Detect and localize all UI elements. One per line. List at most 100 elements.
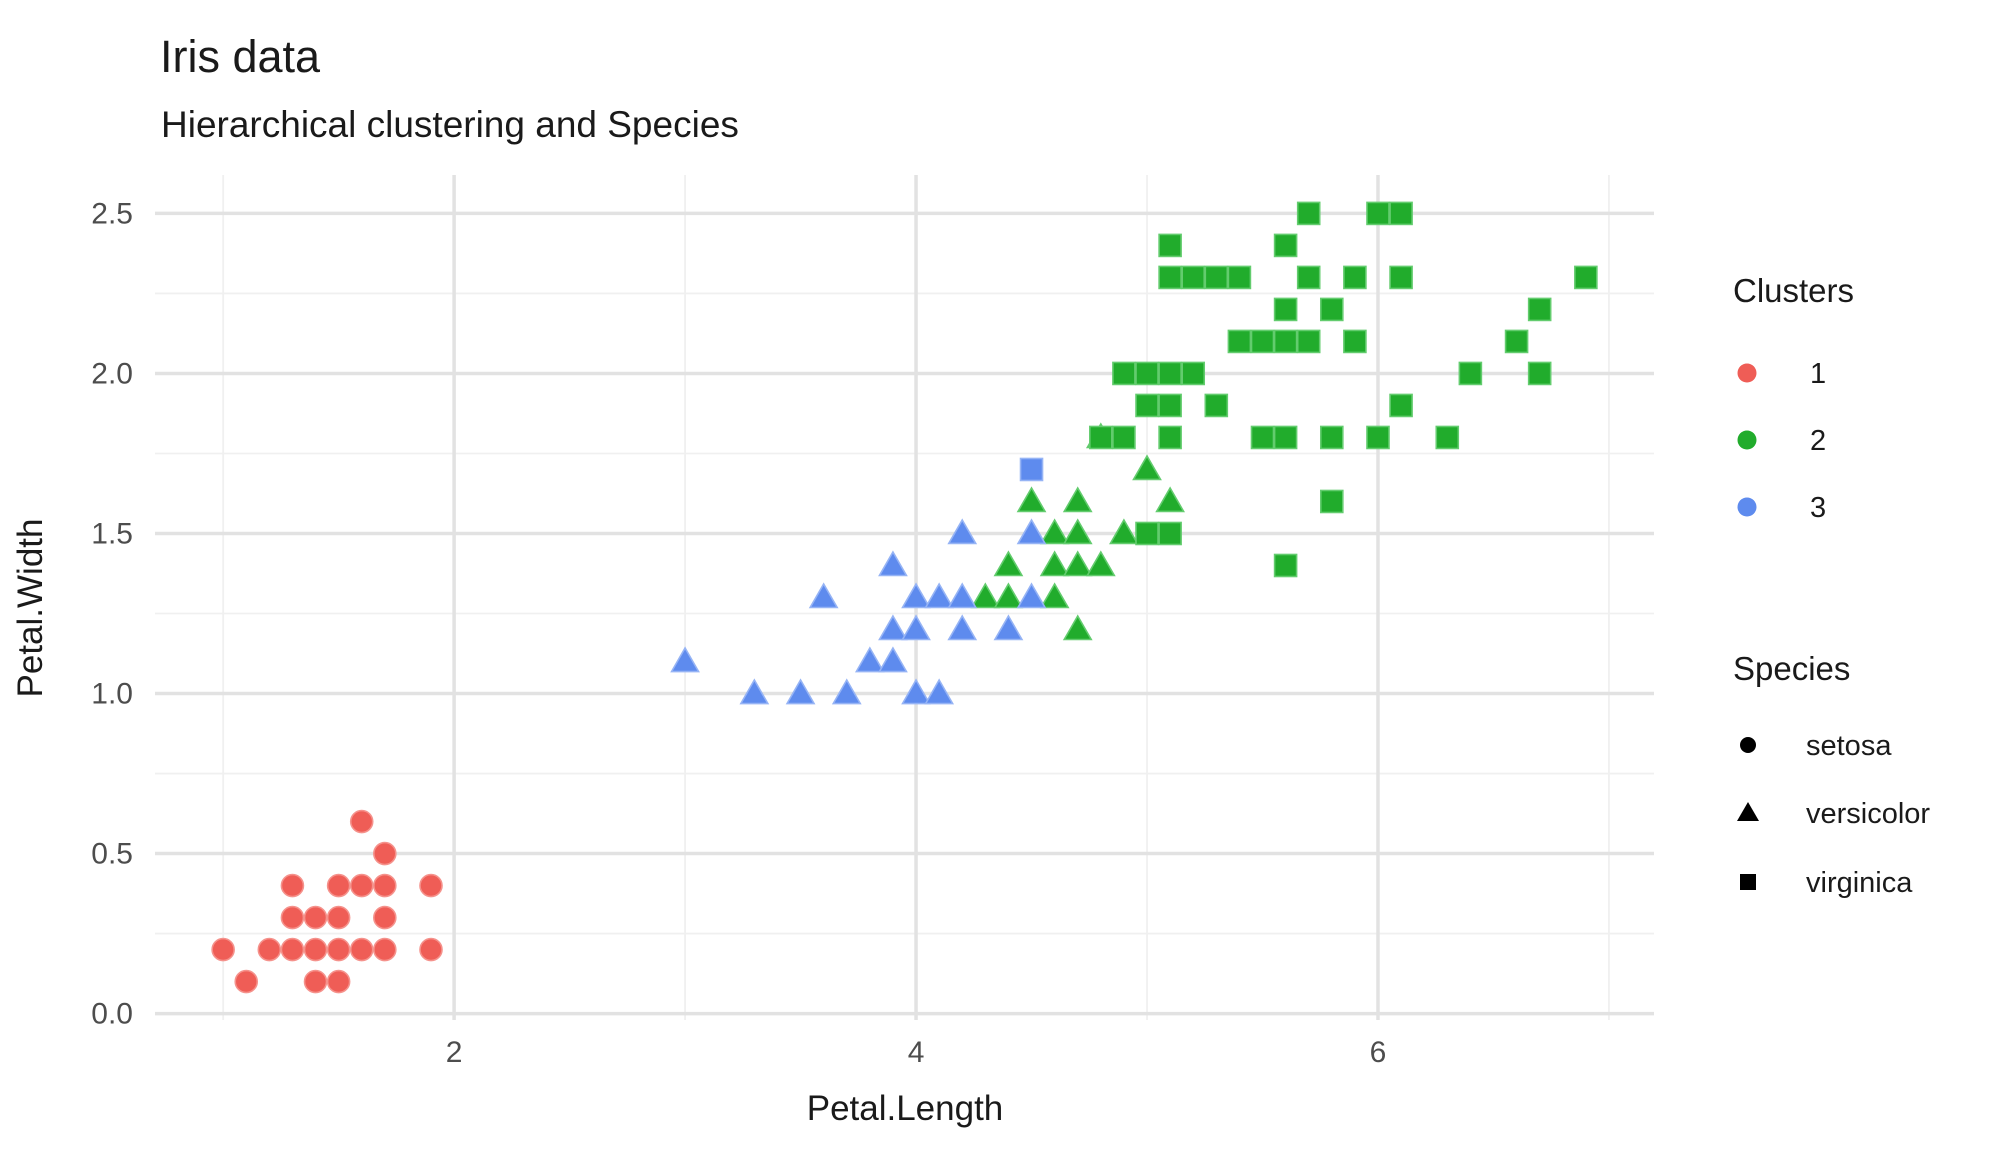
- scatter-point-versicolor-cluster3: [739, 678, 770, 705]
- scatter-point-versicolor-cluster3: [878, 614, 908, 641]
- scatter-point-virginica-cluster2: [1366, 201, 1390, 226]
- legend-cluster-1-label: 1: [1810, 358, 1826, 390]
- scatter-point-virginica-cluster2: [1343, 329, 1367, 354]
- scatter-point-virginica-cluster2: [1089, 425, 1113, 450]
- scatter-point-virginica-cluster2: [1319, 489, 1344, 514]
- scatter-point-virginica-cluster2: [1273, 233, 1298, 258]
- scatter-point-versicolor-cluster3: [878, 646, 908, 673]
- scatter-point-versicolor-cluster3: [831, 678, 862, 705]
- scatter-point-virginica-cluster2: [1366, 425, 1390, 450]
- scatter-point-virginica-cluster2: [1527, 361, 1552, 386]
- y-axis-tick-labels: 0.0 0.5 1.0 1.5 2.0 2.5: [91, 197, 133, 1030]
- scatter-point-virginica-cluster2: [1389, 393, 1413, 418]
- scatter-point-virginica-cluster2: [1227, 329, 1252, 354]
- legend-species-setosa-circle-icon: [1740, 737, 1756, 753]
- scatter-point-virginica-cluster2: [1158, 393, 1182, 418]
- scatter-point-versicolor-cluster3: [854, 646, 885, 673]
- y-axis-title: Petal.Width: [11, 519, 50, 698]
- scatter-point-versicolor-cluster2: [1155, 486, 1186, 513]
- scatter-point-versicolor-cluster3: [947, 582, 978, 609]
- scatter-point-virginica-cluster2: [1158, 521, 1182, 546]
- scatter-point-setosa-cluster1: [234, 969, 259, 994]
- scatter-point-versicolor-cluster2: [1062, 550, 1093, 577]
- scatter-point-virginica-cluster2: [1158, 425, 1182, 450]
- scatter-point-versicolor-cluster2: [1109, 518, 1139, 545]
- x-tick-label: 2: [446, 1036, 463, 1069]
- scatter-point-virginica-cluster2: [1250, 425, 1275, 450]
- scatter-point-virginica-cluster2: [1181, 361, 1206, 386]
- scatter-point-virginica-cluster2: [1204, 393, 1229, 418]
- scatter-point-setosa-cluster1: [326, 937, 351, 962]
- legend-cluster-3-label: 3: [1810, 492, 1826, 524]
- scatter-point-setosa-cluster1: [373, 841, 397, 866]
- y-tick-label: 2.0: [91, 357, 133, 390]
- scatter-point-versicolor-cluster2: [993, 582, 1024, 609]
- scatter-point-virginica-cluster2: [1135, 361, 1159, 386]
- scatter-point-setosa-cluster1: [303, 969, 328, 994]
- scatter-point-versicolor-cluster3: [901, 614, 931, 641]
- scatter-point-versicolor-cluster2: [1062, 518, 1093, 545]
- x-axis-tick-labels: 2 4 6: [446, 1036, 1387, 1069]
- scatter-point-setosa-cluster1: [373, 905, 397, 930]
- scatter-point-setosa-cluster1: [373, 937, 397, 962]
- scatter-point-virginica-cluster2: [1273, 297, 1298, 322]
- scatter-point-versicolor-cluster3: [924, 678, 955, 705]
- scatter-point-virginica-cluster2: [1319, 425, 1344, 450]
- panel-gridlines-major: [155, 175, 1654, 1020]
- scatter-point-virginica-cluster2: [1296, 329, 1321, 354]
- scatter-point-virginica-cluster2: [1135, 393, 1159, 418]
- scatter-point-versicolor-cluster2: [1132, 454, 1162, 481]
- scatter-point-versicolor-cluster3: [785, 678, 816, 705]
- scatter-point-virginica-cluster2: [1112, 425, 1136, 450]
- scatter-point-versicolor-cluster2: [993, 550, 1024, 577]
- scatter-point-versicolor-cluster3: [901, 678, 931, 705]
- scatter-point-setosa-cluster1: [326, 873, 351, 898]
- scatter-point-setosa-cluster1: [280, 937, 305, 962]
- scatter-point-versicolor-cluster2: [1062, 486, 1093, 513]
- scatter-point-versicolor-cluster3: [901, 582, 931, 609]
- scatter-points: [211, 201, 1598, 994]
- scatter-point-setosa-cluster1: [373, 873, 397, 898]
- scatter-point-virginica-cluster2: [1181, 265, 1206, 290]
- y-tick-label: 0.0: [91, 998, 133, 1031]
- legend-species-versicolor-label: versicolor: [1806, 798, 1930, 830]
- y-tick-label: 1.0: [91, 678, 133, 711]
- scatter-point-virginica-cluster2: [1112, 361, 1136, 386]
- scatter-point-versicolor-cluster3: [878, 550, 908, 577]
- scatter-point-virginica-cluster2: [1296, 201, 1321, 226]
- plot-title: Iris data: [160, 31, 321, 82]
- scatter-point-setosa-cluster1: [326, 905, 351, 930]
- y-tick-label: 2.5: [91, 197, 133, 230]
- legend-species: Species setosa versicolor virginica: [1733, 650, 1930, 899]
- legend-clusters: Clusters 1 2 3: [1733, 272, 1854, 524]
- scatter-point-virginica-cluster2: [1158, 233, 1182, 258]
- scatter-point-setosa-cluster1: [303, 937, 328, 962]
- scatter-point-versicolor-cluster3: [924, 582, 955, 609]
- scatter-point-versicolor-cluster3: [808, 582, 839, 609]
- scatter-point-virginica-cluster2: [1389, 201, 1413, 226]
- scatter-point-setosa-cluster1: [349, 937, 374, 962]
- scatter-point-versicolor-cluster3: [947, 614, 978, 641]
- legend-species-setosa-label: setosa: [1806, 730, 1892, 762]
- scatter-point-virginica-cluster2: [1204, 265, 1229, 290]
- scatter-point-setosa-cluster1: [326, 969, 351, 994]
- scatter-point-versicolor-cluster2: [1039, 550, 1070, 577]
- scatter-point-virginica-cluster2: [1319, 297, 1344, 322]
- panel-gridlines-minor: [155, 175, 1654, 1020]
- scatter-point-virginica-cluster2: [1435, 425, 1460, 450]
- plot-subtitle: Hierarchical clustering and Species: [161, 104, 739, 145]
- legend-cluster-3-swatch-icon: [1737, 497, 1757, 517]
- scatter-point-virginica-cluster2: [1273, 329, 1298, 354]
- legend-cluster-2-swatch-icon: [1737, 430, 1757, 450]
- scatter-point-setosa-cluster1: [349, 873, 374, 898]
- scatter-point-virginica-cluster2: [1389, 265, 1413, 290]
- scatter-point-versicolor-cluster2: [1085, 550, 1116, 577]
- scatter-point-versicolor-cluster3: [1016, 518, 1047, 545]
- scatter-point-setosa-cluster1: [211, 937, 235, 962]
- legend-clusters-title: Clusters: [1733, 272, 1854, 309]
- scatter-point-setosa-cluster1: [419, 937, 443, 962]
- scatter-point-versicolor-cluster2: [1062, 614, 1093, 641]
- scatter-point-virginica-cluster2: [1574, 265, 1598, 290]
- legend-species-title: Species: [1733, 650, 1850, 687]
